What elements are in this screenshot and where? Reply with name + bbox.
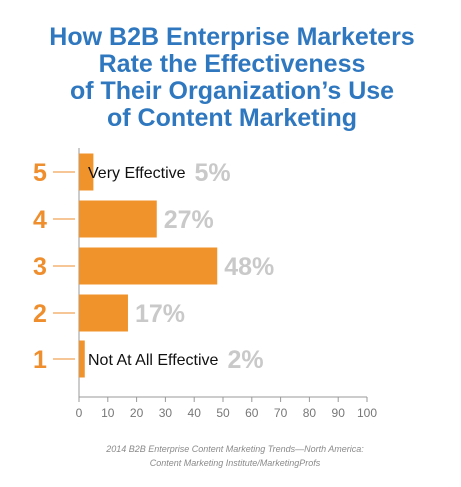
- chart-title-line-1: How B2B Enterprise Marketers: [49, 23, 414, 51]
- chart-title-line-2: Rate the Effectiveness: [99, 50, 366, 78]
- x-tick-label: 50: [216, 406, 230, 420]
- chart-title-line-4: of Content Marketing: [107, 104, 357, 132]
- value-label: 48%: [224, 253, 274, 281]
- rating-label: 5: [33, 159, 47, 187]
- rating-label: 4: [33, 206, 47, 234]
- x-tick-label: 90: [332, 406, 346, 420]
- plot-area: 0 10 20 30 40 50 60 70 80 90 100 5 Very Effective 5% 4…: [33, 148, 377, 420]
- bar-annotation: Very Effective: [88, 165, 186, 182]
- x-tick-label: 60: [245, 406, 259, 420]
- bar: [79, 340, 85, 378]
- value-label: 5%: [195, 159, 231, 187]
- bar: [79, 247, 218, 285]
- bar-annotation: Not At All Effective: [88, 352, 219, 369]
- source-line-1: 2014 B2B Enterprise Content Marketing Tr…: [105, 444, 364, 454]
- rating-label: 3: [33, 253, 47, 281]
- bar: [79, 294, 128, 332]
- x-tick-label: 20: [130, 406, 144, 420]
- x-tick-label: 10: [101, 406, 115, 420]
- x-tick-label: 0: [76, 406, 83, 420]
- x-tick-label: 70: [274, 406, 288, 420]
- rating-label: 1: [33, 346, 47, 374]
- x-tick-label: 100: [357, 406, 377, 420]
- source-line-2: Content Marketing Institute/MarketingPro…: [150, 458, 321, 468]
- rating-label: 2: [33, 300, 47, 328]
- value-label: 2%: [227, 346, 263, 374]
- chart-title-line-3: of Their Organization’s Use: [70, 77, 394, 105]
- chart-title: How B2B Enterprise Marketers Rate the Ef…: [49, 23, 414, 132]
- x-tick-label: 30: [159, 406, 173, 420]
- source-note: 2014 B2B Enterprise Content Marketing Tr…: [105, 444, 364, 468]
- value-label: 17%: [135, 300, 185, 328]
- bar: [79, 200, 157, 238]
- bar: [79, 153, 94, 191]
- x-tick-label: 80: [303, 406, 317, 420]
- value-label: 27%: [164, 206, 214, 234]
- x-tick-label: 40: [188, 406, 202, 420]
